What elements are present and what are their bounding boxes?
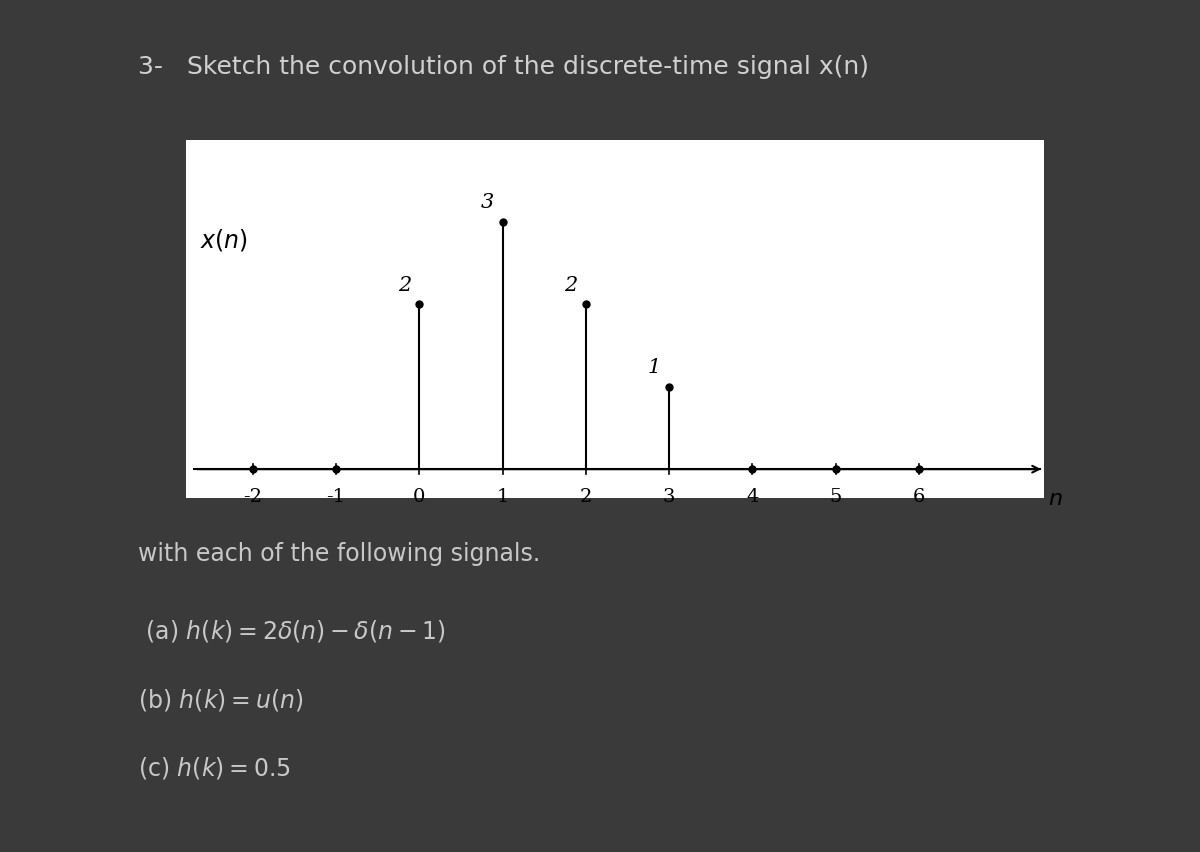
Text: 1: 1 xyxy=(648,358,661,377)
Text: 2: 2 xyxy=(564,275,577,295)
Text: 3: 3 xyxy=(662,487,676,506)
Text: 2: 2 xyxy=(397,275,410,295)
Text: with each of the following signals.: with each of the following signals. xyxy=(138,541,540,565)
Text: $x(n)$: $x(n)$ xyxy=(199,227,247,252)
Text: (a) $h(k) = 2\delta(n) - \delta(n-1)$: (a) $h(k) = 2\delta(n) - \delta(n-1)$ xyxy=(138,618,445,643)
Text: $n$: $n$ xyxy=(1048,487,1063,509)
Text: -2: -2 xyxy=(244,487,262,506)
Text: 5: 5 xyxy=(829,487,842,506)
Text: 6: 6 xyxy=(913,487,925,506)
Text: 3-   Sketch the convolution of the discrete-time signal x(n): 3- Sketch the convolution of the discret… xyxy=(138,55,869,79)
Text: 3: 3 xyxy=(481,193,494,212)
Text: -1: -1 xyxy=(326,487,346,506)
Text: 0: 0 xyxy=(413,487,426,506)
Text: 4: 4 xyxy=(746,487,758,506)
Text: (b) $h(k) = u(n)$: (b) $h(k) = u(n)$ xyxy=(138,686,304,711)
Text: 1: 1 xyxy=(497,487,509,506)
Text: 2: 2 xyxy=(580,487,592,506)
Text: (c) $h(k) = 0.5$: (c) $h(k) = 0.5$ xyxy=(138,754,290,780)
